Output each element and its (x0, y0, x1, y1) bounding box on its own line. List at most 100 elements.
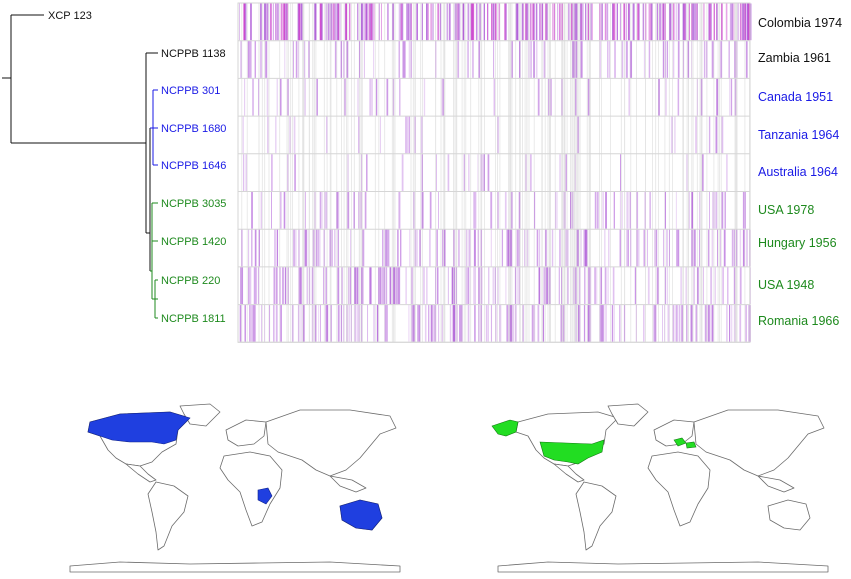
heatmap-mark (252, 78, 254, 116)
heatmap-background-column (636, 3, 637, 343)
heatmap-background-column (258, 3, 260, 343)
heatmap-mark (363, 41, 365, 78)
heatmap-mark (482, 154, 484, 191)
heatmap-mark (556, 192, 558, 229)
heatmap-mark (358, 305, 360, 342)
heatmap-mark (297, 305, 300, 342)
heatmap-mark (346, 41, 349, 78)
heatmap-mark (533, 41, 535, 78)
row-label-usa-1978: USA 1978 (758, 203, 814, 217)
heatmap-mark (580, 41, 582, 78)
heatmap-mark (648, 41, 651, 78)
heatmap-mark (337, 229, 339, 267)
heatmap-background-column (456, 3, 458, 343)
map-right-highlight-usa (539, 439, 605, 465)
heatmap-mark (357, 78, 359, 116)
map-right-greenland (607, 403, 649, 427)
heatmap-mark (392, 78, 395, 116)
heatmap-mark (734, 41, 736, 78)
heatmap-background-column (420, 3, 422, 343)
heatmap-mark (336, 192, 339, 229)
heatmap-background-column (315, 3, 317, 343)
heatmap-mark (306, 267, 309, 305)
heatmap-mark (357, 3, 359, 41)
heatmap-mark (332, 3, 335, 41)
heatmap-background-column (713, 3, 715, 343)
heatmap-mark (666, 267, 668, 305)
heatmap-mark (250, 3, 252, 41)
heatmap-mark (643, 305, 645, 342)
heatmap-mark (477, 154, 479, 191)
heatmap-mark (285, 3, 288, 41)
heatmap-mark (688, 41, 690, 78)
heatmap-mark (565, 154, 567, 191)
heatmap-mark (431, 305, 433, 342)
heatmap-mark (400, 229, 402, 267)
heatmap-mark (498, 3, 500, 41)
heatmap-mark (419, 229, 421, 267)
tip-label-ncppb-220: NCPPB 220 (161, 275, 220, 287)
heatmap-mark (619, 192, 622, 229)
heatmap-mark (480, 305, 482, 342)
heatmap-mark (605, 305, 607, 342)
heatmap-mark (638, 3, 640, 41)
heatmap-mark (543, 305, 544, 342)
heatmap-mark (557, 3, 559, 41)
heatmap-background-column (298, 3, 300, 343)
heatmap-mark (363, 229, 365, 267)
heatmap-background-column (579, 3, 581, 343)
heatmap-mark (567, 267, 569, 305)
heatmap-mark (376, 305, 378, 342)
heatmap-mark (688, 192, 690, 229)
heatmap-border (237, 2, 751, 343)
heatmap-mark (340, 41, 343, 78)
heatmap-background-column (571, 3, 573, 343)
heatmap-background-column (359, 3, 361, 343)
tree-tip-labels: XCP 123 NCPPB 1138 NCPPB 301 NCPPB 1680 … (48, 10, 226, 325)
row-label-tanzania-1964: Tanzania 1964 (758, 128, 839, 142)
heatmap-mark (726, 305, 728, 342)
heatmap-mark (378, 3, 381, 41)
heatmap-mark (562, 305, 564, 342)
heatmap-background-column (440, 3, 442, 343)
heatmap-mark (437, 267, 438, 305)
heatmap-mark (368, 3, 371, 41)
heatmap-mark (376, 305, 379, 342)
heatmap-mark (383, 267, 386, 305)
heatmap-background-column (734, 3, 736, 343)
heatmap-mark (511, 229, 513, 267)
heatmap-mark (478, 305, 480, 342)
map-left-europe (225, 419, 267, 447)
heatmap-background-column (329, 3, 331, 343)
heatmap-mark (456, 305, 458, 342)
heatmap-mark (691, 41, 693, 78)
heatmap-mark (318, 305, 320, 342)
heatmap-mark (688, 3, 690, 41)
heatmap-mark (656, 229, 658, 267)
tip-label-ncppb-301: NCPPB 301 (161, 85, 220, 97)
heatmap-mark (642, 3, 644, 41)
heatmap-background-column (351, 3, 352, 343)
heatmap-background-column (624, 3, 625, 343)
heatmap-mark (315, 3, 317, 41)
heatmap-background-column (509, 3, 510, 343)
heatmap-mark (366, 154, 368, 191)
heatmap-mark (529, 3, 531, 41)
heatmap-mark (551, 229, 554, 267)
heatmap-mark (495, 305, 497, 342)
heatmap-mark (663, 229, 664, 267)
heatmap-mark (497, 192, 499, 229)
heatmap-mark (277, 3, 279, 41)
heatmap-mark (441, 78, 443, 116)
heatmap-mark (579, 267, 581, 305)
heatmap-background-column (478, 3, 480, 343)
heatmap-mark (560, 305, 562, 342)
heatmap-background-column (261, 3, 263, 343)
heatmap-mark (528, 41, 530, 78)
heatmap-mark (421, 3, 423, 41)
heatmap-mark (300, 267, 302, 305)
heatmap-mark (399, 78, 401, 116)
heatmap-mark (467, 305, 470, 342)
heatmap-mark (294, 154, 296, 191)
heatmap-mark (282, 3, 284, 41)
